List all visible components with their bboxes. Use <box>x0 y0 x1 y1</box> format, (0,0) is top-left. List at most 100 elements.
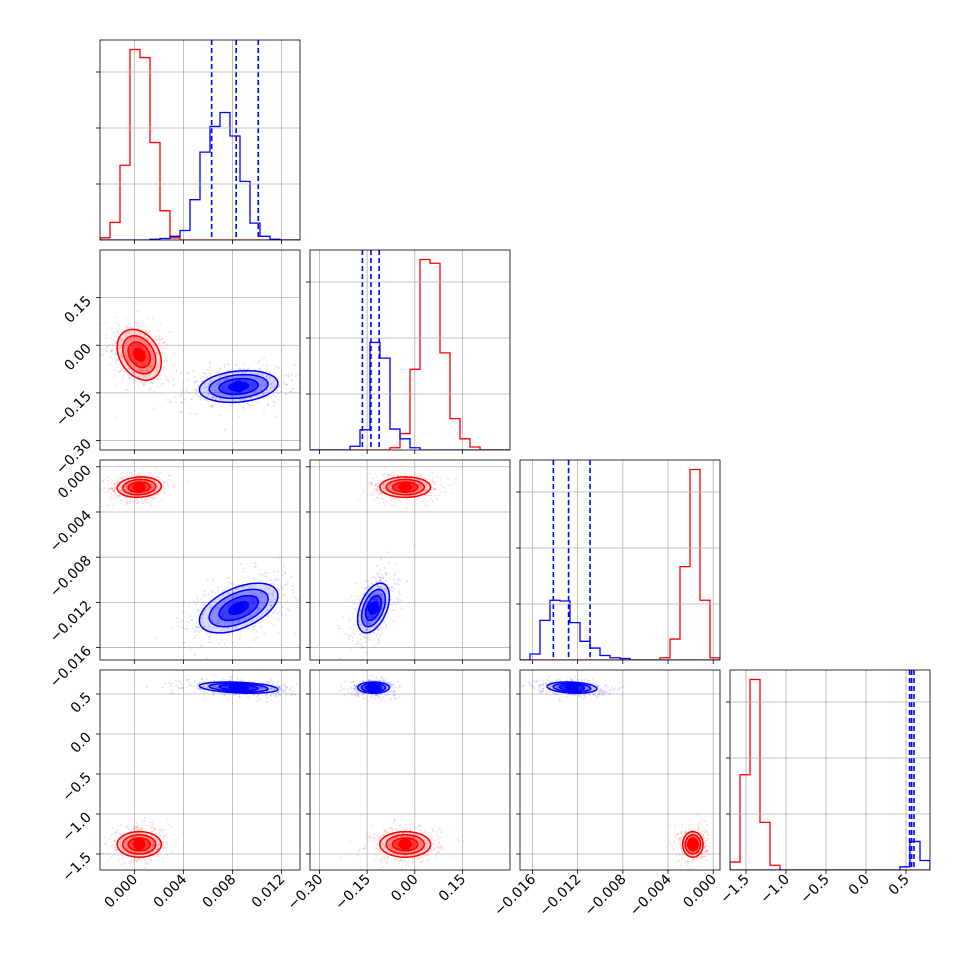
sample-point <box>197 396 200 399</box>
sample-point <box>387 844 390 847</box>
sample-point <box>684 861 687 864</box>
sample-point <box>253 565 256 568</box>
sample-point <box>412 836 415 839</box>
sample-point <box>148 330 151 333</box>
sample-point <box>252 372 255 375</box>
sample-point <box>394 819 397 822</box>
y-tick-label: −1.5 <box>59 850 94 885</box>
sample-point <box>441 848 444 851</box>
sample-point <box>390 503 393 506</box>
sample-point <box>385 491 388 494</box>
sample-point <box>396 600 399 603</box>
sample-point <box>380 558 383 561</box>
sample-point <box>212 692 215 695</box>
sample-point <box>690 858 693 861</box>
sample-point <box>238 638 241 641</box>
sample-point <box>198 627 201 630</box>
sample-point <box>366 587 369 590</box>
sample-point <box>256 694 259 697</box>
sample-point <box>269 694 272 697</box>
sample-point <box>679 846 682 849</box>
sample-point <box>120 367 123 370</box>
sample-point <box>115 481 118 484</box>
sample-point <box>200 677 203 680</box>
sample-point <box>135 336 138 339</box>
sample-point <box>369 623 372 626</box>
sample-point <box>416 848 419 851</box>
sample-point <box>363 580 366 583</box>
sample-point <box>439 478 442 481</box>
sample-point <box>265 370 268 373</box>
sample-point <box>130 472 133 475</box>
sample-point <box>342 687 345 690</box>
sample-point <box>149 858 152 861</box>
sample-point <box>114 369 117 372</box>
sample-point <box>166 359 169 362</box>
sample-point <box>136 474 139 477</box>
sample-point <box>367 835 370 838</box>
sample-point <box>293 363 296 366</box>
sample-point <box>370 582 373 585</box>
sample-point <box>172 693 175 696</box>
sample-point <box>164 481 167 484</box>
sample-point <box>366 620 369 623</box>
sample-point <box>388 586 391 589</box>
sample-point <box>416 838 419 841</box>
sample-point <box>355 582 358 585</box>
sample-point <box>419 840 422 843</box>
sample-point <box>150 387 153 390</box>
sample-point <box>254 583 257 586</box>
sample-point <box>288 688 291 691</box>
sample-point <box>193 631 196 634</box>
sample-point <box>102 353 105 356</box>
sample-point <box>377 497 380 500</box>
sample-point <box>258 596 261 599</box>
sample-point <box>166 343 169 346</box>
sample-point <box>156 362 159 365</box>
sample-point <box>160 498 163 501</box>
sample-point <box>212 396 215 399</box>
sample-point <box>424 484 427 487</box>
sample-point <box>405 506 408 509</box>
sample-point <box>155 366 158 369</box>
sample-point <box>378 572 381 575</box>
sample-point <box>156 853 159 856</box>
panel-frame <box>519 459 721 661</box>
sample-point <box>200 606 203 609</box>
sample-point <box>120 824 123 827</box>
sample-point <box>381 594 384 597</box>
sample-point <box>294 596 297 599</box>
sample-point <box>438 836 441 839</box>
sample-point <box>145 856 148 859</box>
sample-point <box>125 499 128 502</box>
sample-point <box>191 618 194 621</box>
sample-point <box>144 498 147 501</box>
sample-point <box>111 494 114 497</box>
sample-point <box>149 852 152 855</box>
sample-point <box>102 852 105 855</box>
sample-point <box>692 857 695 860</box>
sample-point <box>156 485 159 488</box>
sample-point <box>377 589 380 592</box>
sample-point <box>189 684 192 687</box>
sample-point <box>133 859 136 862</box>
sample-point <box>116 497 119 500</box>
sample-point <box>259 687 262 690</box>
sample-point <box>196 380 199 383</box>
sample-point <box>375 634 378 637</box>
sample-point <box>244 394 247 397</box>
sample-point <box>415 474 418 477</box>
sample-point <box>415 475 418 478</box>
sample-point <box>203 391 206 394</box>
sample-point <box>237 584 240 587</box>
sample-point <box>203 625 206 628</box>
sample-point <box>381 676 384 679</box>
sample-point <box>406 502 409 505</box>
sample-point <box>374 484 377 487</box>
sample-point <box>152 843 155 846</box>
sample-point <box>704 851 707 854</box>
sample-point <box>366 600 369 603</box>
sample-point <box>380 577 383 580</box>
sample-point <box>240 371 243 374</box>
